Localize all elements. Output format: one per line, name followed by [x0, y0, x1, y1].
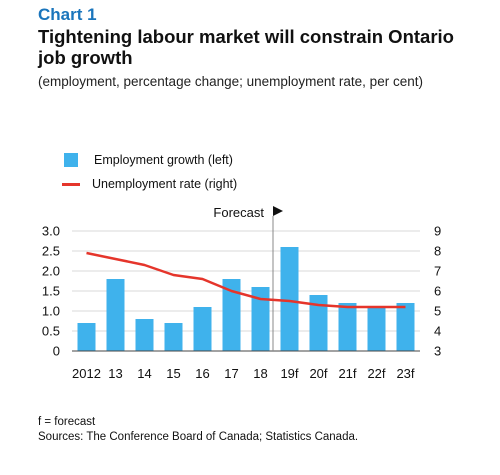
x-tick-label: 13: [108, 366, 122, 381]
bar: [164, 323, 183, 351]
x-tick-label: 20f: [309, 366, 327, 381]
y-right-tick-label: 6: [434, 284, 441, 299]
sources: Sources: The Conference Board of Canada;…: [38, 431, 359, 443]
chart-subtitle: (employment, percentage change; unemploy…: [38, 74, 423, 89]
x-tick-label: 23f: [396, 366, 414, 381]
bar: [280, 247, 299, 351]
x-tick-label: 2012: [72, 366, 101, 381]
x-tick-label: 21f: [338, 366, 356, 381]
x-tick-label: 15: [166, 366, 180, 381]
legend-label-employment: Employment growth (left): [94, 153, 233, 167]
y-right-tick-label: 7: [434, 264, 441, 279]
legend-item-employment: Employment growth (left): [64, 153, 233, 167]
footnote: f = forecast: [38, 416, 96, 428]
y-left-tick-label: 1.5: [42, 284, 60, 299]
forecast-flag-icon: [273, 206, 283, 216]
y-left-tick-label: 1.0: [42, 304, 60, 319]
y-right-tick-label: 5: [434, 304, 441, 319]
y-right-tick-label: 3: [434, 344, 441, 359]
bar: [251, 287, 270, 351]
y-right-tick-label: 4: [434, 324, 441, 339]
chart-number: Chart 1: [38, 5, 97, 24]
x-tick-label: 14: [137, 366, 151, 381]
legend-label-unemployment: Unemployment rate (right): [92, 177, 238, 191]
bar: [77, 323, 96, 351]
bar: [135, 319, 154, 351]
y-left-tick-label: 2.5: [42, 244, 60, 259]
x-tick-label: 16: [195, 366, 209, 381]
y-right-tick-label: 8: [434, 244, 441, 259]
bar: [309, 295, 328, 351]
y-left-tick-label: 3.0: [42, 224, 60, 239]
bar: [338, 303, 357, 351]
y-left-tick-label: 0.5: [42, 324, 60, 339]
x-tick-label: 17: [224, 366, 238, 381]
bar: [367, 307, 386, 351]
bar: [222, 279, 241, 351]
x-tick-label: 19f: [280, 366, 298, 381]
bar: [106, 279, 125, 351]
bar: [193, 307, 212, 351]
x-tick-label: 18: [253, 366, 267, 381]
forecast-label: Forecast: [213, 205, 264, 220]
x-tick-label: 22f: [367, 366, 385, 381]
legend-bar-swatch: [64, 153, 78, 167]
legend-line-swatch: [62, 182, 80, 186]
unemployment-line: [86, 251, 406, 309]
y-left-tick-label: 2.0: [42, 264, 60, 279]
legend-item-unemployment: Unemployment rate (right): [62, 177, 238, 191]
y-left-tick-label: 0: [53, 344, 60, 359]
y-right-tick-label: 9: [434, 224, 441, 239]
chart-title: Tightening labour market will constrain …: [38, 26, 454, 68]
bar: [396, 303, 415, 351]
